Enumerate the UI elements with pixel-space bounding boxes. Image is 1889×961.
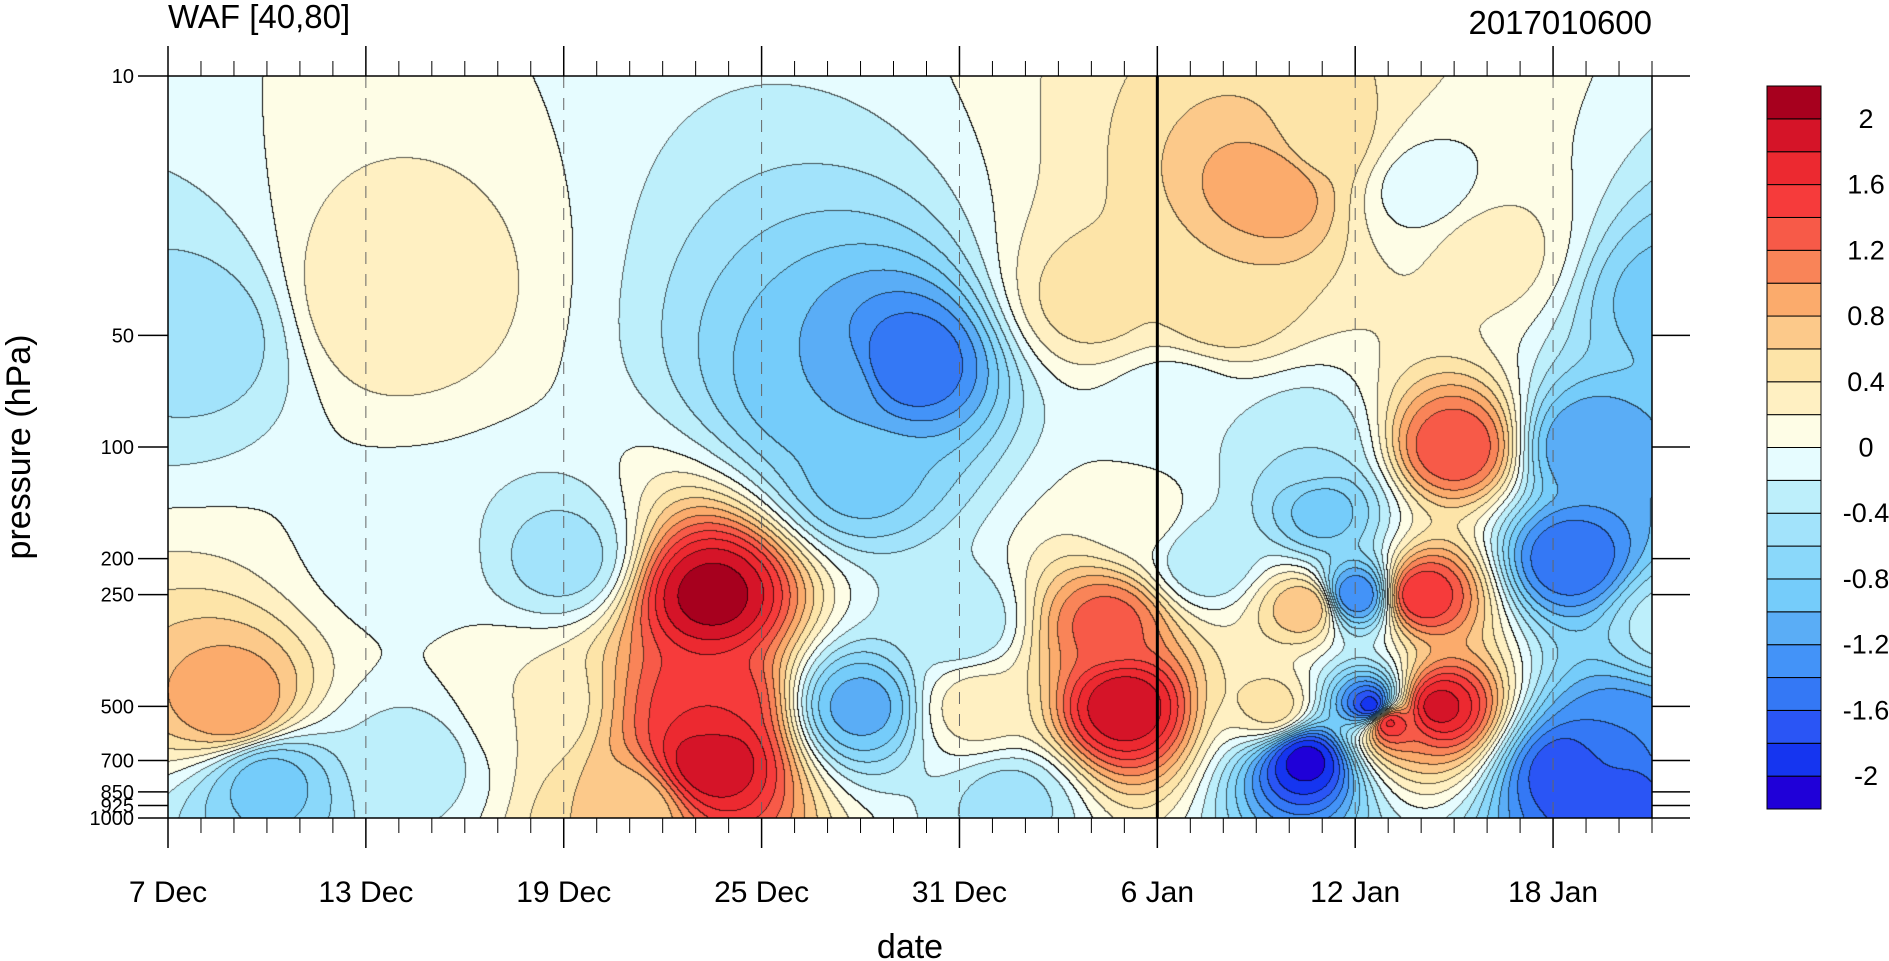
chart-title-right: 2017010600 xyxy=(1468,4,1652,41)
y-tick-label: 200 xyxy=(101,549,134,571)
colorbar-swatch xyxy=(1766,677,1822,711)
colorbar-swatch xyxy=(1766,315,1822,350)
contour-field xyxy=(168,76,1652,818)
colorbar-swatch xyxy=(1766,151,1822,186)
x-tick-label: 7 Dec xyxy=(129,876,207,909)
y-tick-label: 500 xyxy=(101,696,134,718)
y-tick-label: 700 xyxy=(101,751,134,773)
colorbar-swatch xyxy=(1766,184,1822,218)
colorbar-tick-label: -2 xyxy=(1854,761,1878,791)
colorbar-swatch xyxy=(1766,611,1822,646)
colorbar-swatch xyxy=(1766,479,1822,514)
colorbar-tick-label: 0 xyxy=(1858,433,1873,463)
x-axis: 7 Dec 13 Dec 19 Dec 25 Dec 31 Dec 6 Jan 12 Jan… xyxy=(129,46,1653,909)
x-tick-label: 25 Dec xyxy=(714,876,809,909)
colorbar-swatch xyxy=(1766,282,1822,317)
x-tick-label: 6 Jan xyxy=(1121,876,1194,909)
colorbar-swatch xyxy=(1766,216,1822,251)
colorbar-swatch xyxy=(1766,644,1822,679)
colorbar-tick-label: -0.4 xyxy=(1843,498,1889,528)
x-tick-label: 12 Jan xyxy=(1310,876,1400,909)
colorbar-tick-label: 2 xyxy=(1858,104,1873,134)
y-axis-label: pressure (hPa) xyxy=(0,335,38,560)
colorbar: 2 1.6 1.2 0.8 0.4 0 -0.4 -0.8 -1.2 -1.6 -2 xyxy=(1766,85,1889,810)
x-tick-label: 31 Dec xyxy=(912,876,1007,909)
colorbar-swatch xyxy=(1766,249,1822,284)
y-tick-label: 50 xyxy=(112,325,134,347)
colorbar-tick-label: -0.8 xyxy=(1843,564,1889,594)
x-tick-label: 13 Dec xyxy=(318,876,413,909)
colorbar-swatch xyxy=(1766,414,1822,448)
colorbar-tick-label: 0.4 xyxy=(1847,367,1885,397)
colorbar-tick-label: -1.6 xyxy=(1843,695,1889,725)
x-tick-label: 18 Jan xyxy=(1508,876,1598,909)
y-tick-label: 925 xyxy=(101,795,134,817)
x-axis-label: date xyxy=(877,928,943,961)
colorbar-tick-label: 0.8 xyxy=(1847,301,1885,331)
y-tick-label: 10 xyxy=(112,66,134,88)
colorbar-swatch xyxy=(1766,709,1822,744)
chart-title-left: WAF [40,80] xyxy=(168,0,350,35)
colorbar-swatch xyxy=(1766,512,1822,547)
colorbar-swatch xyxy=(1766,742,1822,777)
colorbar-swatch xyxy=(1766,578,1822,613)
y-tick-label: 850 xyxy=(101,782,134,804)
colorbar-tick-label: 1.6 xyxy=(1847,170,1885,200)
colorbar-tick-label: -1.2 xyxy=(1843,630,1889,660)
x-tick-label: 19 Dec xyxy=(516,876,611,909)
colorbar-swatch xyxy=(1766,118,1822,153)
y-tick-label: 100 xyxy=(101,437,134,459)
y-tick-label: 250 xyxy=(101,585,134,607)
colorbar-swatch xyxy=(1766,348,1822,383)
colorbar-swatch xyxy=(1766,775,1822,810)
y-tick-label: 1000 xyxy=(90,808,135,830)
colorbar-swatch xyxy=(1766,447,1822,481)
colorbar-swatch xyxy=(1766,545,1822,580)
colorbar-swatch xyxy=(1766,381,1822,416)
colorbar-swatch xyxy=(1766,85,1822,120)
colorbar-tick-label: 1.2 xyxy=(1847,235,1885,265)
